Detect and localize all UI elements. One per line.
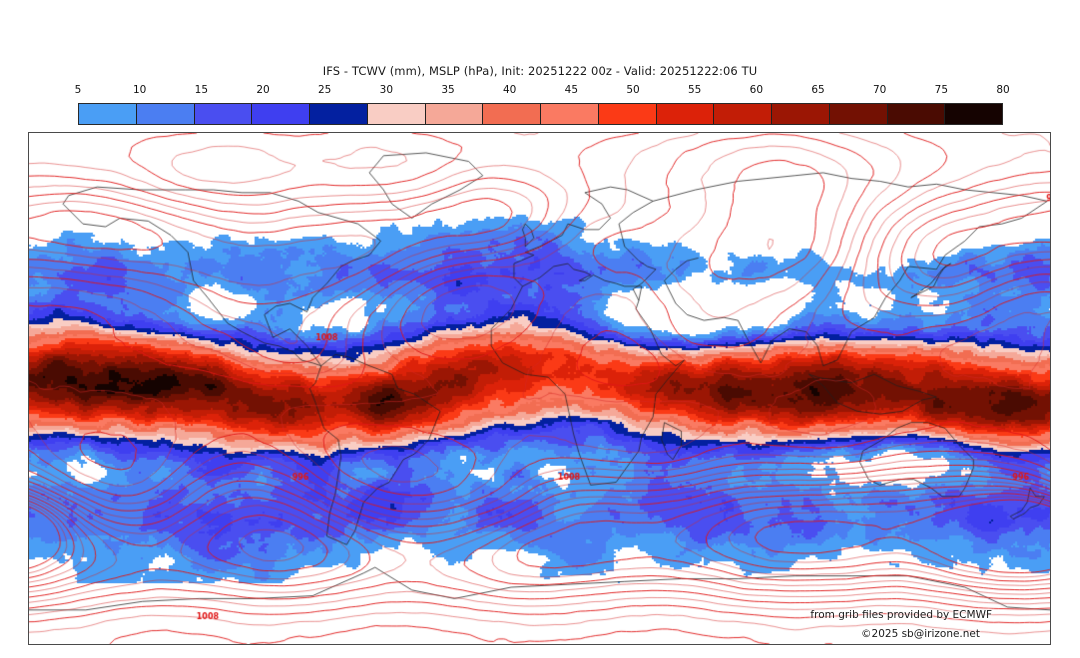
colorbar-segment-10 (136, 104, 195, 124)
colorbar-tick-45: 45 (564, 84, 579, 96)
colorbar-gradient (78, 103, 1003, 125)
map-plot-frame (28, 132, 1051, 645)
colorbar-segment-30 (367, 104, 426, 124)
colorbar-tick-15: 15 (194, 84, 209, 96)
colorbar-tick-5: 5 (74, 84, 82, 96)
colorbar-segment-5 (79, 104, 137, 124)
colorbar-segment-55 (656, 104, 715, 124)
colorbar-segment-40 (483, 104, 541, 124)
colorbar-tick-20: 20 (256, 84, 270, 96)
colorbar-tick-40: 40 (502, 84, 517, 96)
grib-credit-text: from grib files provided by ECMWF (810, 609, 992, 621)
colorbar-tick-75: 75 (934, 84, 949, 96)
colorbar-segment-70 (829, 104, 888, 124)
colorbar-tick-65: 65 (811, 84, 825, 96)
colorbar-legend: 5 10 15 20 25 30 35 40 45 50 55 60 65 70 75 80 (74, 84, 1010, 126)
page-title: IFS - TCWV (mm), MSLP (hPa), Init: 20251… (322, 64, 758, 78)
colorbar-tick-55: 55 (687, 84, 702, 96)
colorbar-tick-50: 50 (626, 84, 640, 96)
weather-map-canvas (29, 133, 1050, 644)
colorbar-segment-20 (252, 104, 310, 124)
colorbar-segment-80 (945, 104, 1002, 124)
colorbar-segment-35 (425, 104, 484, 124)
copyright-text: ©2025 sb@irizone.net (861, 628, 980, 640)
colorbar-segment-65 (772, 104, 830, 124)
colorbar-segment-60 (714, 104, 772, 124)
colorbar-tick-10: 10 (132, 84, 147, 96)
colorbar-tick-35: 35 (441, 84, 455, 96)
colorbar-tick-70: 70 (872, 84, 887, 96)
colorbar-tick-30: 30 (379, 84, 394, 96)
colorbar-segment-15 (194, 104, 253, 124)
colorbar-segment-25 (310, 104, 368, 124)
colorbar-segment-45 (541, 104, 599, 124)
colorbar-tick-25: 25 (317, 84, 332, 96)
colorbar-segment-75 (887, 104, 946, 124)
colorbar-tick-labels: 5 10 15 20 25 30 35 40 45 50 55 60 65 70 75 80 (74, 84, 1010, 100)
colorbar-tick-80: 80 (996, 84, 1010, 96)
colorbar-tick-60: 60 (749, 84, 764, 96)
colorbar-segment-50 (598, 104, 657, 124)
